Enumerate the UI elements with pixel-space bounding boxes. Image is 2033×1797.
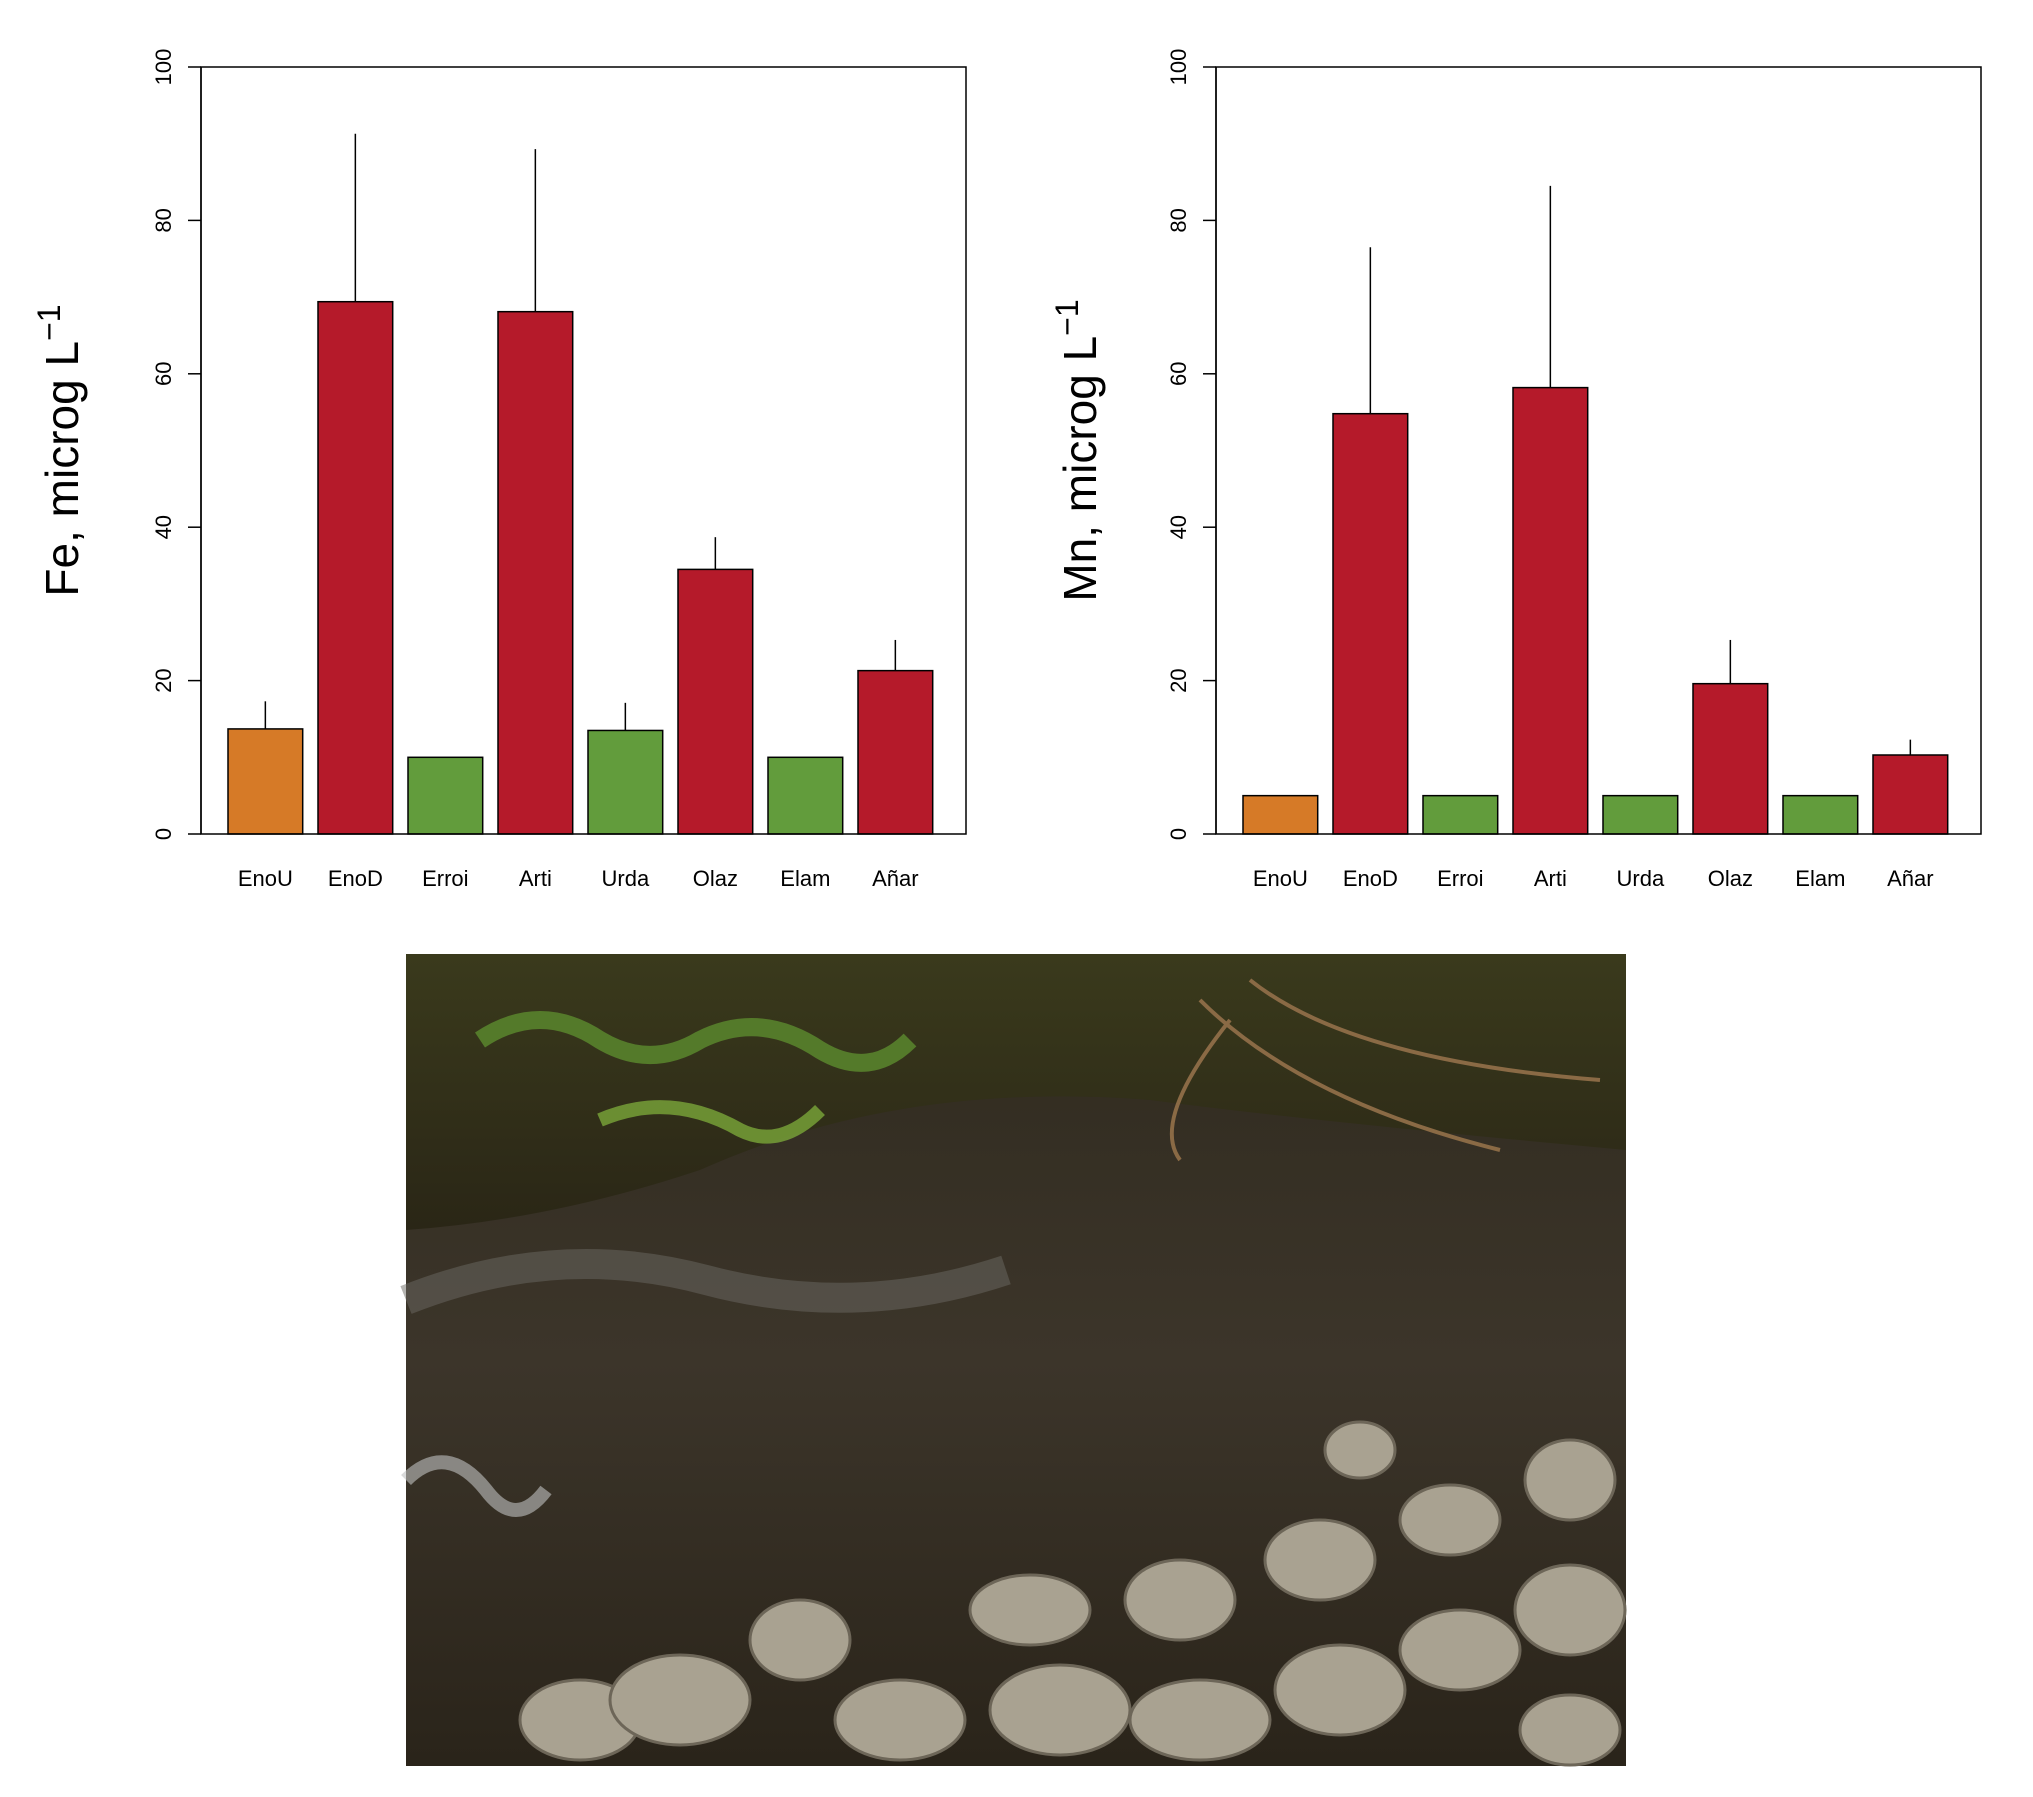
y-axis-label: Fe, microg L−1 (31, 304, 88, 596)
bar (1602, 794, 1679, 835)
plot-frame (200, 66, 967, 835)
y-axis-label-text: Mn, microg L (1054, 336, 1106, 602)
x-tick-label: Urda (1617, 866, 1665, 891)
y-axis-label-superscript: −1 (1049, 299, 1085, 335)
x-tick-label: EnoD (1343, 866, 1398, 891)
x-tick-label: Elam (780, 866, 830, 891)
y-tick-label: 80 (1166, 208, 1191, 232)
bar (1782, 794, 1859, 835)
bar (317, 300, 394, 835)
x-tick-label: Arti (1534, 866, 1567, 891)
bar (677, 568, 754, 835)
y-axis-label-text: Fe, microg L (36, 341, 88, 597)
y-tick-label: 0 (151, 828, 176, 840)
x-tick-label: Erroi (1437, 866, 1483, 891)
bar (1422, 794, 1499, 835)
bar (587, 729, 664, 835)
y-tick-label: 100 (1166, 49, 1191, 86)
photo (400, 954, 1627, 1767)
bar (1692, 682, 1769, 835)
bar (1872, 754, 1949, 835)
bar (1332, 412, 1409, 835)
x-tick-label: Olaz (1708, 866, 1753, 891)
y-tick-label: 60 (1166, 362, 1191, 386)
x-tick-label: Olaz (693, 866, 738, 891)
x-tick-label: Urda (602, 866, 650, 891)
x-tick-label: Añar (1887, 866, 1933, 891)
y-axis-label-superscript: −1 (31, 304, 67, 340)
plot-frame (1215, 66, 1982, 835)
x-tick-label: EnoU (1253, 866, 1308, 891)
y-tick-label: 20 (151, 668, 176, 692)
y-tick-label: 0 (1166, 828, 1191, 840)
bar (1242, 794, 1319, 835)
bar (767, 756, 844, 835)
x-tick-label: EnoU (238, 866, 293, 891)
bar (497, 310, 574, 835)
y-tick-label: 80 (151, 208, 176, 232)
bar (857, 669, 934, 835)
bar (227, 728, 304, 835)
x-tick-label: Erroi (422, 866, 468, 891)
x-tick-label: EnoD (328, 866, 383, 891)
y-tick-label: 20 (1166, 668, 1191, 692)
bar (407, 756, 484, 835)
y-tick-label: 60 (151, 362, 176, 386)
bar (1512, 386, 1589, 835)
y-tick-label: 100 (151, 49, 176, 86)
y-tick-label: 40 (151, 515, 176, 539)
x-tick-label: Elam (1795, 866, 1845, 891)
y-axis-label: Mn, microg L−1 (1049, 299, 1106, 601)
x-tick-label: Añar (872, 866, 918, 891)
y-tick-label: 40 (1166, 515, 1191, 539)
x-tick-label: Arti (519, 866, 552, 891)
